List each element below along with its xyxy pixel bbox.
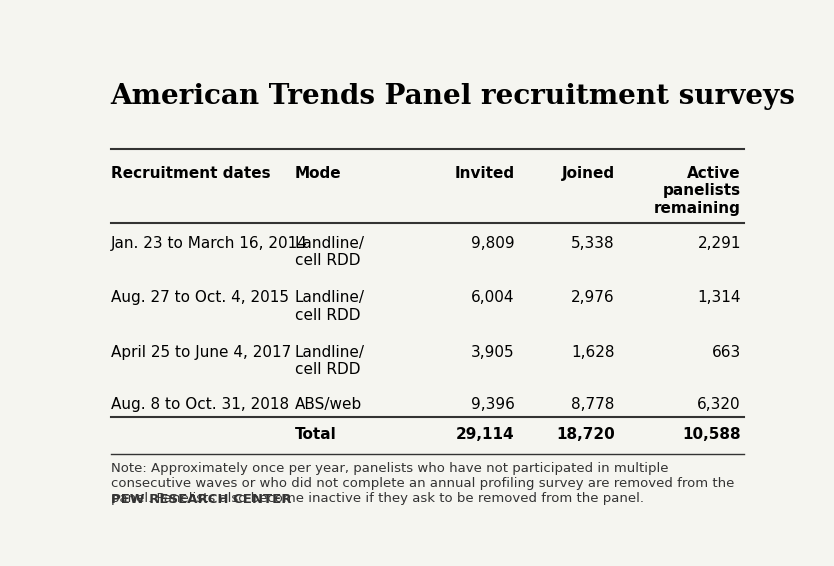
Text: 2,291: 2,291 [697, 235, 741, 251]
Text: Note: Approximately once per year, panelists who have not participated in multip: Note: Approximately once per year, panel… [111, 462, 734, 505]
Text: 9,809: 9,809 [471, 235, 515, 251]
Text: American Trends Panel recruitment surveys: American Trends Panel recruitment survey… [111, 83, 796, 110]
Text: 6,004: 6,004 [471, 290, 515, 305]
Text: Total: Total [295, 427, 337, 443]
Text: Landline/
cell RDD: Landline/ cell RDD [295, 290, 365, 323]
Text: Aug. 8 to Oct. 31, 2018: Aug. 8 to Oct. 31, 2018 [111, 397, 289, 412]
Text: Aug. 27 to Oct. 4, 2015: Aug. 27 to Oct. 4, 2015 [111, 290, 289, 305]
Text: 8,778: 8,778 [571, 397, 615, 412]
Text: ABS/web: ABS/web [295, 397, 362, 412]
Text: 5,338: 5,338 [571, 235, 615, 251]
Text: Landline/
cell RDD: Landline/ cell RDD [295, 345, 365, 377]
Text: 18,720: 18,720 [556, 427, 615, 443]
Text: PEW RESEARCH CENTER: PEW RESEARCH CENTER [111, 493, 291, 506]
Text: Active
panelists
remaining: Active panelists remaining [654, 166, 741, 216]
Text: 1,314: 1,314 [697, 290, 741, 305]
Text: 2,976: 2,976 [571, 290, 615, 305]
Text: Landline/
cell RDD: Landline/ cell RDD [295, 235, 365, 268]
Text: Joined: Joined [562, 166, 615, 181]
Text: 6,320: 6,320 [697, 397, 741, 412]
Text: Jan. 23 to March 16, 2014: Jan. 23 to March 16, 2014 [111, 235, 308, 251]
Text: Invited: Invited [455, 166, 515, 181]
Text: 10,588: 10,588 [682, 427, 741, 443]
Text: 9,396: 9,396 [471, 397, 515, 412]
Text: 1,628: 1,628 [571, 345, 615, 359]
Text: 663: 663 [711, 345, 741, 359]
Text: April 25 to June 4, 2017: April 25 to June 4, 2017 [111, 345, 291, 359]
Text: 3,905: 3,905 [471, 345, 515, 359]
Text: 29,114: 29,114 [456, 427, 515, 443]
Text: Recruitment dates: Recruitment dates [111, 166, 270, 181]
Text: Mode: Mode [295, 166, 342, 181]
